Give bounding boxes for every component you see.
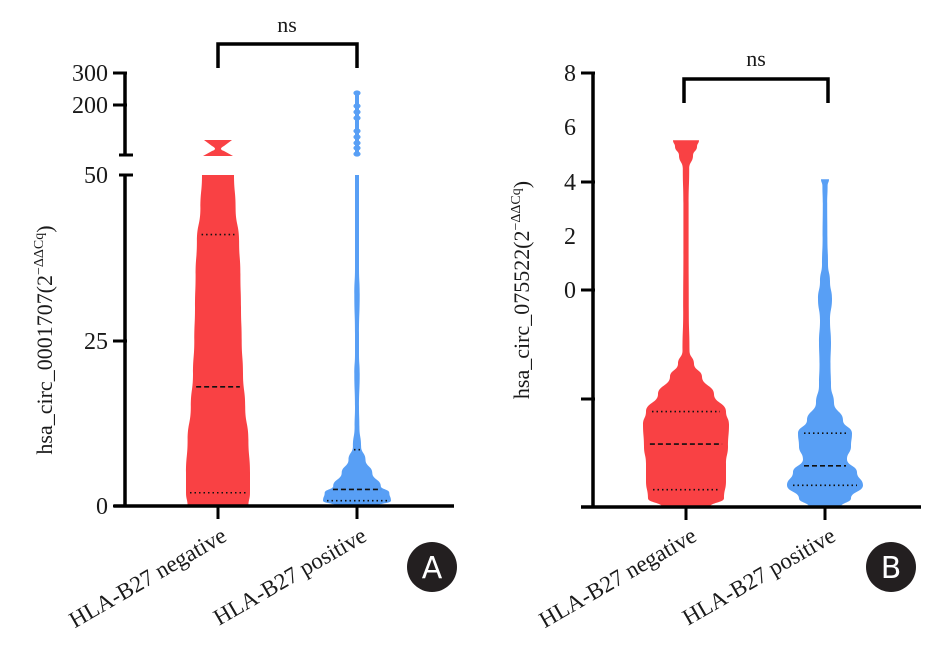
x-tick-label-a-positive: HLA-B27 positive <box>209 523 370 631</box>
significance-label-b: ns <box>746 46 766 71</box>
y-tick-label-a-25: 25 <box>84 329 108 355</box>
violins-b <box>643 140 863 508</box>
y-tick-label-a-200: 200 <box>72 93 108 119</box>
y-axis-label-b: hsa_circ_075522(2−ΔΔCq) <box>509 181 534 399</box>
y-tick-label-b-2: 2 <box>564 224 576 250</box>
violin-a-negative-outlier <box>203 140 233 156</box>
y-tick-label-a-50: 50 <box>84 163 108 189</box>
panel-badge-a <box>407 542 457 592</box>
violin-b-negative <box>643 140 729 508</box>
violin-a-positive-outlier-point <box>353 103 361 109</box>
violin-a-positive-outlier <box>355 93 359 155</box>
violin-a-positive-outlier-point <box>353 109 361 115</box>
significance-bracket-b <box>682 77 830 103</box>
x-tick-label-b-negative: HLA-B27 negative <box>535 523 701 633</box>
y-axis-label-b-unit: (2 <box>509 230 534 248</box>
panel-b: hsa_circ_075522(2−ΔΔCq) 8 6 4 2 0 HLA-B2… <box>509 46 921 633</box>
y-tick-label-b-4: 4 <box>564 170 576 196</box>
y-axis-label-a-main: hsa_circ_0001707 <box>32 293 57 454</box>
violin-a-positive-outlier-point <box>353 151 361 157</box>
y-axis-label-a: hsa_circ_0001707(2−ΔΔCq) <box>32 225 57 454</box>
panel-a: hsa_circ_0001707(2−ΔΔCq) 300 200 50 25 0… <box>32 12 457 633</box>
violin-a-positive-outlier-point <box>353 145 361 151</box>
panel-badge-a-letter: A <box>422 551 443 586</box>
y-tick-label-b-8: 8 <box>564 61 576 87</box>
x-tick-label-a-negative: HLA-B27 negative <box>65 523 231 633</box>
y-axis-label-b-main: hsa_circ_075522 <box>509 249 534 399</box>
panel-badge-b-letter: B <box>881 551 902 586</box>
violin-a-positive-outlier-point <box>353 134 361 140</box>
violin-a-positive-outlier-point <box>353 115 361 121</box>
y-tick-label-a-0: 0 <box>96 494 108 520</box>
y-axis-label-b-exp: −ΔΔCq <box>509 188 524 230</box>
y-axis-label-a-exp: −ΔΔCq <box>32 233 47 275</box>
violins-a <box>186 90 391 506</box>
y-axis-label-a-close: ) <box>32 225 57 232</box>
significance-label-a: ns <box>277 12 297 37</box>
panel-badge-b <box>866 542 916 592</box>
y-tick-label-a-300: 300 <box>72 61 108 87</box>
y-axis-label-b-close: ) <box>509 181 534 188</box>
y-tick-label-b-0: 0 <box>564 278 576 304</box>
violin-a-positive-outlier-point <box>353 128 361 134</box>
violin-a-positive-outlier-point <box>353 140 361 146</box>
y-tick-label-b-6: 6 <box>564 115 576 141</box>
x-tick-label-b-positive: HLA-B27 positive <box>678 523 839 631</box>
violin-a-positive <box>323 175 391 506</box>
significance-bracket-a <box>216 42 359 68</box>
violin-a-negative <box>186 175 250 506</box>
violin-a-positive-outlier-point <box>353 90 361 96</box>
violin-b-positive <box>787 179 863 508</box>
y-axis-label-a-unit: (2 <box>32 275 57 293</box>
